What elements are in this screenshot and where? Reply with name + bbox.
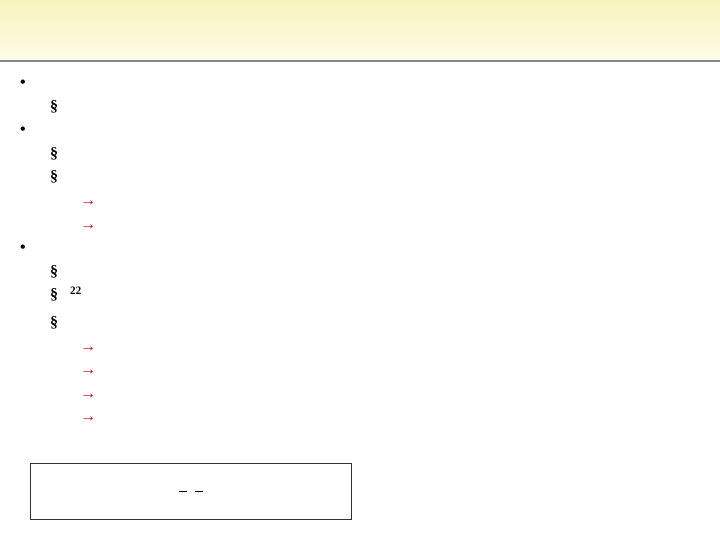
arrow-icon: → [80,406,100,428]
bullet-1-sub1: § [50,96,700,118]
square-mark: § [50,261,70,283]
square-mark: § [50,312,70,334]
arrow-icon: → [80,214,100,236]
square-mark: § [50,166,70,188]
formula-box [30,463,352,520]
square-mark: § [50,284,70,306]
bullet-3-sub3: § [50,312,700,334]
bullet-3-sub2: § 22 [50,284,700,310]
bullet-mark: • [20,72,40,94]
arrow-icon: → [80,359,100,381]
fraction-1 [179,491,187,492]
bullet-3: • [20,237,700,259]
bullet-2: • [20,119,700,141]
bullet-2-sub2: § [50,166,700,188]
bullet-1: • [20,72,700,94]
title-banner [0,0,720,62]
bullet-3-sub1: § [50,261,700,283]
arrow-icon: → [80,336,100,358]
bullet-text: 22 [70,284,81,310]
bullet-2-sub1: § [50,143,700,165]
bullet-2-sub2-a2: → [80,214,700,236]
chart-svg [430,340,710,530]
square-mark: § [50,143,70,165]
numerator [179,491,187,492]
bullet-mark: • [20,119,40,141]
arrow-icon: → [80,190,100,212]
superscript: 2 [76,285,82,297]
beta-spectrum-chart [430,340,710,530]
numerator [195,491,203,492]
bullet-mark: • [20,237,40,259]
arrow-icon: → [80,383,100,405]
square-mark: § [50,96,70,118]
bullet-2-sub2-a1: → [80,190,700,212]
fraction-2 [195,491,203,492]
